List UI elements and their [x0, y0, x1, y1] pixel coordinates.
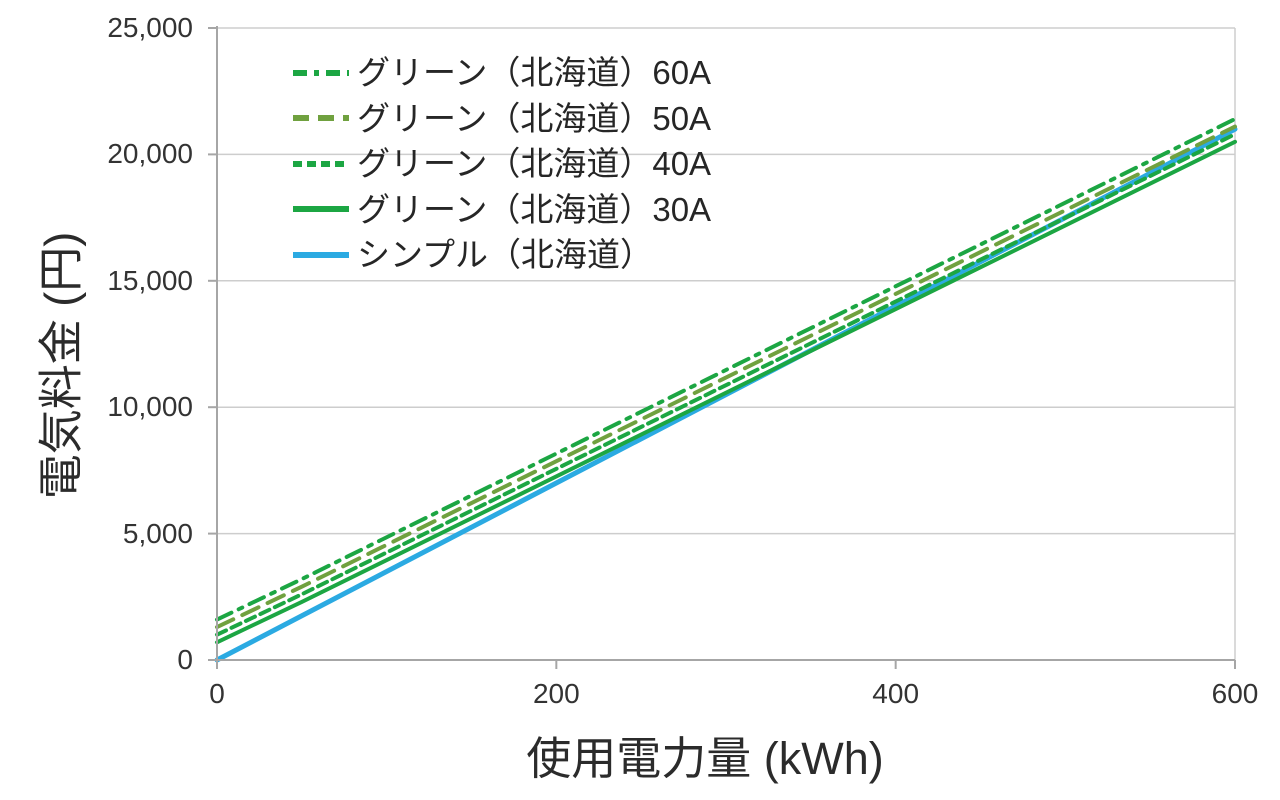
x-tick-label: 200 [532, 678, 580, 709]
y-tick-label: 20,000 [107, 138, 193, 170]
y-tick-label: 0 [177, 644, 193, 675]
x-tick-label: 600 [1211, 678, 1259, 709]
line-green-40a [215, 132, 1237, 637]
legend-item-green-40a: グリーン（北海道）40A [293, 141, 711, 187]
line-green-30a [215, 139, 1237, 645]
y-tick-label: 5,000 [122, 517, 193, 549]
x-axis-title: 使用電力量 (kWh) [526, 733, 884, 784]
gridlines [217, 27, 1236, 660]
legend-label: グリーン（北海道）40A [357, 145, 712, 183]
y-tick-label: 15,000 [107, 264, 193, 296]
x-tick-label: 400 [872, 678, 920, 709]
legend: グリーン（北海道）60A グリーン（北海道）50A グリーン（北海道）40A グ… [293, 50, 711, 278]
legend-line-sample-green-40a [293, 160, 349, 167]
y-tick-label: 25,000 [107, 12, 193, 43]
legend-label: シンプル（北海道） [357, 236, 654, 274]
line-green-50a [215, 124, 1237, 630]
legend-label: グリーン（北海道）60A [357, 54, 712, 92]
axes [208, 26, 1236, 669]
legend-line-sample-simple [293, 251, 349, 258]
legend-label: グリーン（北海道）50A [357, 99, 712, 137]
legend-item-green-30a: グリーン（北海道）30A [293, 187, 711, 233]
legend-item-green-50a: グリーン（北海道）50A [293, 96, 711, 142]
y-axis-title: 電気料金 (円) [35, 231, 87, 500]
legend-line-sample-green-60a [293, 69, 349, 76]
x-tick-label: 0 [209, 678, 225, 709]
legend-label: グリーン（北海道）30A [357, 190, 712, 228]
legend-item-green-60a: グリーン（北海道）60A [293, 50, 711, 96]
legend-line-sample-green-50a [293, 115, 349, 122]
legend-item-simple: シンプル（北海道） [293, 232, 711, 278]
legend-line-sample-green-30a [293, 206, 349, 213]
data-lines [214, 117, 1238, 663]
y-tick-label: 10,000 [107, 391, 193, 423]
